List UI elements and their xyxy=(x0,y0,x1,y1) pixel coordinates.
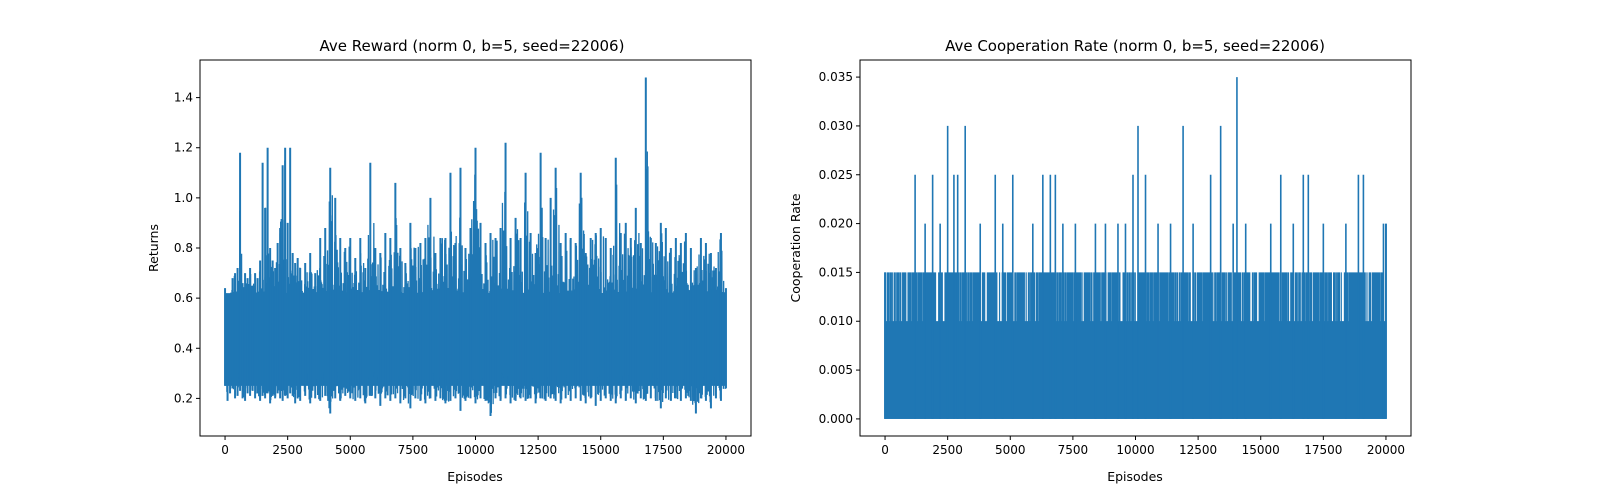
y-ticks-cooperation: 0.000 0.005 0.010 0.015 0.020 0.025 0.030 0.035 xyxy=(819,70,860,426)
reward-y-tick-label: 0.8 xyxy=(174,241,193,255)
y-ticks-reward: 0.2 0.4 0.6 0.8 1.0 1.2 1.4 xyxy=(174,91,200,405)
reward-x-tick-label: 17500 xyxy=(644,443,682,457)
reward-y-tick-label: 0.4 xyxy=(174,341,193,355)
reward-x-tick-label: 10000 xyxy=(456,443,494,457)
cooperation-y-tick-label: 0.020 xyxy=(819,217,853,231)
reward-x-tick-label: 5000 xyxy=(335,443,366,457)
y-axis-label-cooperation: Cooperation Rate xyxy=(788,193,803,302)
x-ticks-reward: 0 2500 5000 7500 10000 12500 15000 17500 20000 xyxy=(221,436,745,457)
cooperation-line xyxy=(884,272,1387,419)
reward-x-tick-label: 2500 xyxy=(272,443,303,457)
chart-reward: Ave Reward (norm 0, b=5, seed=22006) 0 25… xyxy=(146,37,752,484)
reward-x-tick-label: 15000 xyxy=(582,443,620,457)
cooperation-y-tick-label: 0.000 xyxy=(819,412,853,426)
cooperation-x-tick-label: 2500 xyxy=(932,443,963,457)
series-cooperation xyxy=(884,77,1387,419)
cooperation-y-tick-label: 0.010 xyxy=(819,314,853,328)
cooperation-x-tick-label: 0 xyxy=(881,443,889,457)
cooperation-x-tick-label: 5000 xyxy=(995,443,1026,457)
reward-y-tick-label: 1.0 xyxy=(174,191,193,205)
series-reward xyxy=(224,77,727,416)
chart-title-reward: Ave Reward (norm 0, b=5, seed=22006) xyxy=(320,37,625,55)
cooperation-x-tick-label: 20000 xyxy=(1367,443,1405,457)
x-axis-label-cooperation: Episodes xyxy=(1107,469,1163,484)
cooperation-x-tick-label: 15000 xyxy=(1242,443,1280,457)
reward-y-tick-label: 0.2 xyxy=(174,391,193,405)
reward-y-tick-label: 1.4 xyxy=(174,91,193,105)
reward-x-tick-label: 0 xyxy=(221,443,229,457)
cooperation-x-tick-label: 12500 xyxy=(1179,443,1217,457)
reward-y-tick-label: 1.2 xyxy=(174,141,193,155)
reward-x-tick-label: 12500 xyxy=(519,443,557,457)
cooperation-x-tick-label: 7500 xyxy=(1058,443,1089,457)
cooperation-x-tick-label: 10000 xyxy=(1116,443,1154,457)
reward-x-tick-label: 20000 xyxy=(707,443,745,457)
reward-y-tick-label: 0.6 xyxy=(174,291,193,305)
cooperation-y-tick-label: 0.030 xyxy=(819,119,853,133)
chart-title-cooperation: Ave Cooperation Rate (norm 0, b=5, seed=… xyxy=(945,37,1325,55)
cooperation-y-tick-label: 0.005 xyxy=(819,363,853,377)
chart-cooperation: Ave Cooperation Rate (norm 0, b=5, seed=… xyxy=(788,37,1412,484)
y-axis-label-reward: Returns xyxy=(146,224,161,272)
cooperation-y-tick-label: 0.035 xyxy=(819,70,853,84)
cooperation-x-tick-label: 17500 xyxy=(1304,443,1342,457)
cooperation-y-tick-label: 0.025 xyxy=(819,168,853,182)
x-axis-label-reward: Episodes xyxy=(447,469,503,484)
cooperation-y-tick-label: 0.015 xyxy=(819,265,853,279)
x-ticks-cooperation: 0 2500 5000 7500 10000 12500 15000 17500 20000 xyxy=(881,436,1405,457)
reward-x-tick-label: 7500 xyxy=(398,443,429,457)
